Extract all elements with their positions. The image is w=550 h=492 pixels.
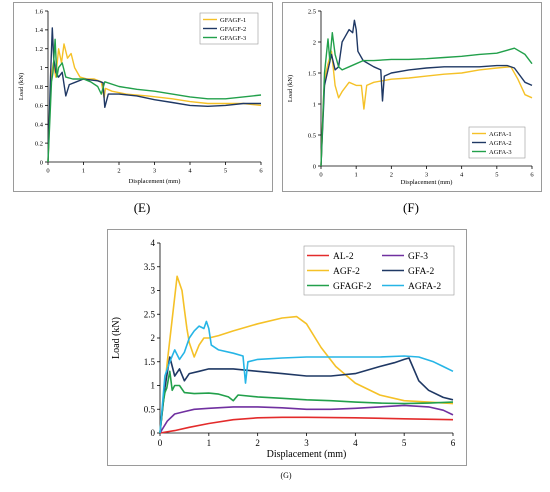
x-tick-label: 0 (158, 438, 163, 448)
x-tick-label: 1 (207, 438, 212, 448)
chart-svg-g: 0 1 2 3 4 5 6 0 0.5 1 1.5 2 2.5 3 3.5 4 Displacement (mm… (111, 238, 456, 460)
series-line-gf-3 (159, 404, 454, 434)
y-tick-label: 2 (313, 39, 316, 46)
y-tick-label: 1.2 (35, 46, 43, 53)
y-axis-label-g: Load (kN) (111, 317, 122, 359)
y-tick-label: 1.5 (144, 357, 156, 367)
x-tick-label: 6 (259, 168, 263, 175)
x-tick-label: 5 (495, 172, 498, 179)
y-tick-label: 1 (151, 381, 156, 391)
x-tick-label: 5 (402, 438, 407, 448)
series-line-gfagf-1 (47, 43, 262, 163)
y-tick-label: 0.5 (144, 404, 156, 414)
legend-label: GFAGF-2 (333, 282, 372, 292)
y-tick-label: 0.4 (35, 122, 44, 129)
y-tick-label: 0.6 (35, 103, 44, 110)
legend-label: GFAGF-1 (220, 17, 246, 24)
y-tick-label: 0.2 (35, 140, 43, 147)
series-line-gfagf-2 (159, 370, 454, 434)
legend-label: GFAGF-3 (220, 35, 246, 42)
x-tick-label: 0 (319, 172, 322, 179)
x-tick-label: 5 (224, 168, 227, 175)
x-tick-label: 0 (46, 168, 49, 175)
x-tick-label: 1 (355, 172, 358, 179)
caption-f: (F) (403, 200, 419, 215)
chart-panel-f: 0 1 2 3 4 5 6 0 0.5 1 1.5 2 2.5 Displacement (mm) Load… (282, 2, 542, 192)
legend-label: GFAGF-2 (220, 26, 246, 33)
y-tick-label: 2 (151, 333, 156, 343)
chart-svg-e: 0 1 2 3 4 5 6 0 0.2 0.4 0.6 0.8 1 1.2 1.4 1.6 Displaceme… (18, 8, 263, 185)
series-line-agfa-1 (320, 50, 533, 167)
series-line-gfagf-2 (47, 27, 261, 163)
y-tick-label: 2.5 (144, 309, 156, 319)
caption-e: (E) (133, 200, 151, 215)
series-line-agf-2 (159, 275, 454, 434)
legend-box-e (199, 12, 259, 45)
y-tick-label: 0 (151, 428, 156, 438)
x-tick-label: 4 (353, 438, 358, 448)
x-tick-label: 6 (451, 438, 456, 448)
x-axis-label-e: Displacement (mm) (129, 178, 181, 185)
x-tick-label: 2 (390, 172, 393, 179)
x-tick-label: 3 (304, 438, 309, 448)
x-tick-label: 3 (153, 168, 156, 175)
series-line-agfa-2 (159, 320, 454, 434)
chart-panel-e: 0 1 2 3 4 5 6 0 0.2 0.4 0.6 0.8 1 1.2 1.4 1.6 Displaceme… (13, 2, 273, 192)
x-axis-label-f: Displacement (mm) (401, 179, 453, 186)
legend-label: AGFA-1 (489, 131, 512, 138)
x-tick-label: 3 (425, 172, 428, 179)
y-tick-label: 0 (313, 163, 316, 170)
legend-label: GF-3 (408, 252, 428, 262)
legend-label: AGFA-2 (489, 140, 512, 147)
series-line-gfagf-3 (47, 38, 262, 163)
y-tick-label: 1.6 (35, 8, 44, 15)
y-tick-label: 1 (40, 65, 43, 72)
y-tick-label: 0.8 (35, 84, 43, 91)
y-tick-label: 1 (313, 101, 316, 108)
y-tick-label: 0 (40, 159, 43, 166)
series-line-gfa-2 (159, 356, 454, 434)
y-axis-label-e: Load (kN) (18, 73, 25, 100)
series-line-agfa-2 (320, 19, 533, 167)
series-line-agfa-3 (320, 32, 533, 167)
y-tick-label: 4 (151, 238, 156, 248)
legend-label: AL-2 (333, 252, 354, 262)
series-line-al-2 (159, 416, 454, 434)
caption-g: (G) (280, 471, 292, 480)
y-axis-label-f: Load (kN) (287, 75, 294, 102)
legend-label: AGF-2 (333, 267, 360, 277)
x-tick-label: 6 (530, 172, 534, 179)
x-tick-label: 4 (460, 172, 464, 179)
chart-panel-g: 0 1 2 3 4 5 6 0 0.5 1 1.5 2 2.5 3 3.5 4 Displacement (mm… (107, 229, 467, 466)
x-tick-label: 4 (188, 168, 192, 175)
y-tick-label: 1.5 (308, 70, 316, 77)
y-tick-label: 3.5 (144, 262, 156, 272)
x-axis-label-g: Displacement (mm) (267, 449, 347, 460)
chart-svg-f: 0 1 2 3 4 5 6 0 0.5 1 1.5 2 2.5 Displacement (mm) Load… (287, 8, 534, 186)
y-tick-label: 2.5 (308, 8, 316, 15)
legend-label: GFA-2 (408, 267, 434, 277)
x-tick-label: 2 (255, 438, 260, 448)
legend-label: AGFA-2 (408, 282, 441, 292)
x-tick-label: 2 (117, 168, 120, 175)
y-tick-label: 0.5 (308, 132, 316, 139)
y-tick-label: 1.4 (35, 27, 44, 34)
y-tick-label: 3 (151, 286, 156, 296)
legend-label: AGFA-3 (489, 149, 512, 156)
x-tick-label: 1 (82, 168, 85, 175)
